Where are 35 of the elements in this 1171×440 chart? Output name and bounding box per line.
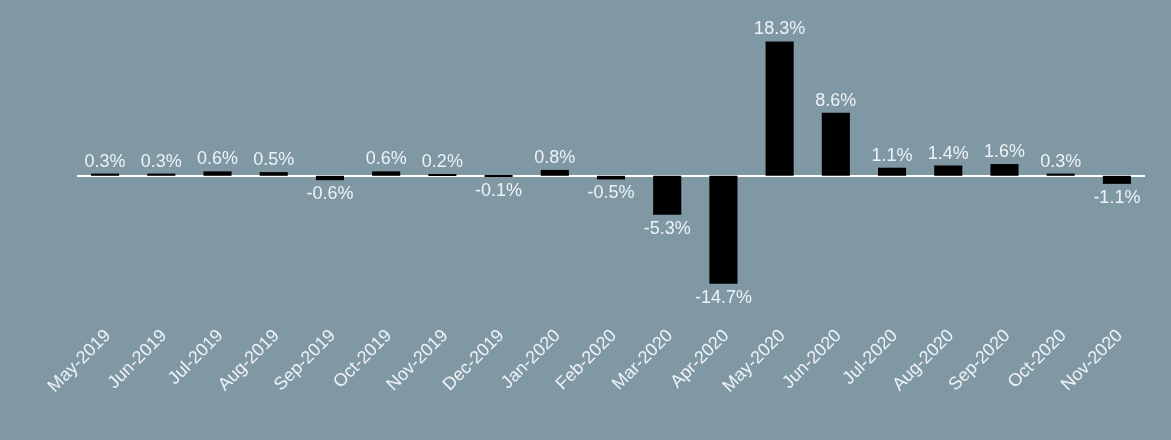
data-label: 0.6% [197, 148, 239, 169]
bar [147, 173, 176, 176]
data-label: 0.6% [365, 148, 407, 169]
data-label: -1.1% [1093, 186, 1141, 207]
data-label: 1.1% [871, 144, 913, 165]
bar [259, 172, 288, 176]
bar [709, 175, 738, 284]
bar [878, 167, 907, 176]
data-label: -0.5% [587, 182, 635, 203]
data-label: -0.6% [306, 183, 354, 204]
bar [990, 164, 1019, 176]
bar [653, 175, 682, 215]
bar [315, 175, 344, 181]
data-label: 0.5% [253, 149, 295, 170]
data-label: 1.4% [927, 142, 969, 163]
data-label: 8.6% [815, 89, 857, 110]
data-label: -14.7% [694, 286, 752, 307]
data-label: 0.2% [421, 151, 463, 171]
bar [1102, 175, 1131, 184]
bar [540, 169, 569, 176]
data-label: 0.3% [84, 150, 126, 171]
data-label: 18.3% [754, 18, 806, 39]
data-label: -5.3% [643, 217, 691, 238]
bar [934, 165, 963, 176]
bar [821, 112, 850, 176]
data-label: 1.6% [983, 141, 1025, 162]
bar [1046, 173, 1075, 176]
bar [91, 173, 120, 176]
bar [372, 171, 401, 176]
bar [203, 171, 232, 176]
data-label: 0.8% [534, 146, 576, 167]
bar [765, 41, 794, 176]
data-label: -0.1% [475, 180, 523, 200]
data-label: 0.3% [140, 150, 182, 171]
data-label: 0.3% [1040, 150, 1082, 171]
